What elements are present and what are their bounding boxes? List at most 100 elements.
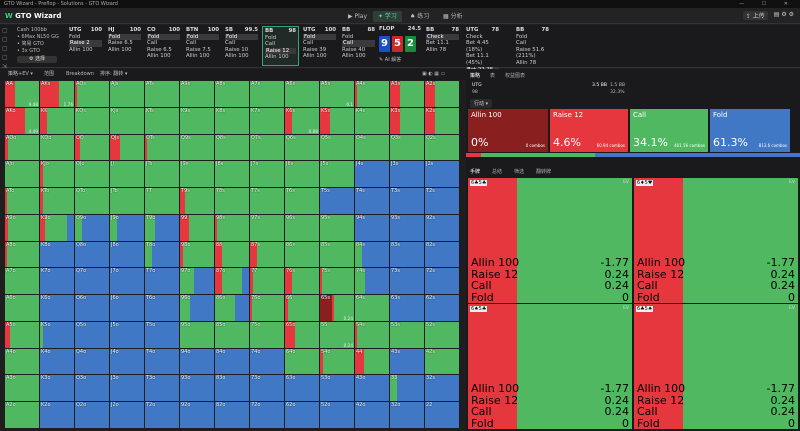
- hand-cell[interactable]: 72s: [425, 268, 460, 296]
- combo-card[interactable]: 6♠5♣ EV Allin 100 -1.77 Raise 12 0.24 Call 0.24…: [468, 304, 632, 429]
- hand-cell[interactable]: AQo: [5, 134, 40, 162]
- hand-cell[interactable]: Q8s: [215, 134, 250, 162]
- action-option[interactable]: Fold: [303, 33, 336, 41]
- hand-cell[interactable]: KTo: [40, 188, 75, 215]
- hand-cell[interactable]: JTo: [110, 188, 145, 215]
- hand-cell[interactable]: 53o: [320, 375, 355, 403]
- hand-cell[interactable]: T5o: [145, 321, 180, 349]
- hand-cell[interactable]: 97s: [250, 214, 285, 242]
- hand-cell[interactable]: 76s: [285, 268, 320, 296]
- action-option[interactable]: Check: [466, 33, 483, 40]
- hand-cell[interactable]: 54s: [355, 321, 390, 349]
- hand-cell[interactable]: 63o: [285, 375, 320, 403]
- hand-cell[interactable]: T6o: [145, 295, 180, 322]
- hand-cell[interactable]: Q9s: [180, 134, 215, 162]
- hand-cell[interactable]: K2o: [40, 402, 75, 429]
- choose-button[interactable]: ⚙ 选择: [17, 56, 57, 63]
- hand-cell[interactable]: A7o: [5, 268, 40, 296]
- hand-cell[interactable]: K8s: [215, 107, 250, 135]
- action-summary-call[interactable]: Call 34.1% 401.56 combos: [630, 109, 708, 152]
- hand-cell[interactable]: KK: [40, 107, 75, 135]
- hand-cell[interactable]: KQs: [75, 107, 110, 135]
- hand-cell[interactable]: A3o: [5, 375, 40, 403]
- hand-cell[interactable]: 64o: [285, 348, 320, 376]
- hand-cell[interactable]: K7s: [250, 107, 285, 135]
- hand-cell[interactable]: T6s: [285, 188, 320, 215]
- hand-cell[interactable]: 85s: [320, 241, 355, 269]
- hand-cell[interactable]: T7s: [250, 188, 285, 215]
- hand-cell[interactable]: 97o: [180, 268, 215, 296]
- action-option[interactable]: Allin 100: [108, 46, 132, 53]
- hand-cell[interactable]: Q6o: [75, 295, 110, 322]
- action-option[interactable]: Fold: [265, 34, 277, 41]
- hand-cell[interactable]: 77: [250, 268, 285, 296]
- hand-cell[interactable]: 83s: [390, 241, 425, 269]
- app-logo[interactable]: W GTO Wizard: [5, 12, 62, 20]
- hand-cell[interactable]: 65s 0.24: [320, 295, 355, 322]
- window-controls[interactable]: — ☐ ✕: [739, 1, 796, 7]
- hand-cell[interactable]: Q6s: [285, 134, 320, 162]
- nav-tab-play[interactable]: ▶ Play: [348, 13, 368, 20]
- hand-cell[interactable]: A8o: [5, 241, 40, 269]
- hand-cell[interactable]: J4o: [110, 348, 145, 376]
- hand-cell[interactable]: T4s: [355, 188, 390, 215]
- hand-cell[interactable]: 43o: [355, 375, 390, 403]
- hand-cell[interactable]: 63s: [390, 295, 425, 322]
- export-icon[interactable]: ⇲: [2, 63, 8, 70]
- hand-cell[interactable]: J8s: [215, 161, 250, 189]
- hand-cell[interactable]: 74s: [355, 268, 390, 296]
- hand-cell[interactable]: K6o: [40, 295, 75, 322]
- hand-cell[interactable]: 76o: [250, 295, 285, 322]
- hand-cell[interactable]: T9o: [145, 214, 180, 242]
- hand-cell[interactable]: J7o: [110, 268, 145, 296]
- hand-cell[interactable]: K7o: [40, 268, 75, 296]
- hand-cell[interactable]: K5o: [40, 321, 75, 349]
- hand-cell[interactable]: 86s: [285, 241, 320, 269]
- action-option[interactable]: Allin 100: [303, 53, 327, 60]
- hand-cell[interactable]: 42s: [425, 348, 460, 376]
- hand-cell[interactable]: K6s 0.88: [285, 107, 320, 135]
- hand-cell[interactable]: A9o: [5, 214, 40, 242]
- tab-breakdown[interactable]: Breakdown: [66, 71, 94, 77]
- hand-cell[interactable]: 43s: [390, 348, 425, 376]
- hand-cell[interactable]: Q3s: [390, 134, 425, 162]
- tab-equity-chart[interactable]: 权益图表: [505, 73, 526, 79]
- hand-cell[interactable]: J2s: [425, 161, 460, 189]
- hand-cell[interactable]: K4o: [40, 348, 75, 376]
- hand-cell[interactable]: T3s: [390, 188, 425, 215]
- hand-cell[interactable]: 92s: [425, 214, 460, 242]
- action-option[interactable]: Bet 4.45 (18%): [466, 40, 489, 53]
- hand-cell[interactable]: A4s: [355, 81, 390, 108]
- hand-cell[interactable]: K8o: [40, 241, 75, 269]
- hand-cell[interactable]: Q9o: [75, 214, 110, 242]
- hand-cell[interactable]: 64s: [355, 295, 390, 322]
- hand-cell[interactable]: K9s: [180, 107, 215, 135]
- hand-cell[interactable]: 93o: [180, 375, 215, 403]
- hand-cell[interactable]: 88: [215, 241, 250, 269]
- hand-cell[interactable]: Q8o: [75, 241, 110, 269]
- action-option[interactable]: Bet 11.1 (45%): [466, 53, 489, 66]
- hand-cell[interactable]: 53s: [390, 321, 425, 349]
- hand-cell[interactable]: T8o: [145, 241, 180, 269]
- hand-cell[interactable]: QJs: [110, 134, 145, 162]
- position-node-bb[interactable]: BB 78 Check Bet 11.1 Allin 78: [424, 26, 461, 66]
- combo-card[interactable]: 6♦5♥ EV Allin 100 -1.77 Raise 12 0.24 Call 0.24…: [634, 178, 798, 303]
- hand-cell[interactable]: Q4s: [355, 134, 390, 162]
- hand-cell[interactable]: 94s: [355, 214, 390, 242]
- hand-cell[interactable]: J3o: [110, 375, 145, 403]
- hand-cell[interactable]: Q3o: [75, 375, 110, 403]
- hand-cell[interactable]: T8s: [215, 188, 250, 215]
- hand-cell[interactable]: 22: [425, 402, 460, 429]
- hand-cell[interactable]: A3s: [390, 81, 425, 108]
- action-option[interactable]: Allin 100: [342, 53, 366, 60]
- hand-cell[interactable]: 54o: [320, 348, 355, 376]
- sort-select[interactable]: 排序: 翻转 ▾: [100, 71, 128, 77]
- hand-cell[interactable]: 93s: [390, 214, 425, 242]
- hand-cell[interactable]: 32s: [425, 375, 460, 403]
- action-option[interactable]: Call: [186, 40, 197, 47]
- hand-cell[interactable]: A6s: [285, 81, 320, 108]
- hand-cell[interactable]: K4s: [355, 107, 390, 135]
- hand-cell[interactable]: JTs: [145, 161, 180, 189]
- hand-cell[interactable]: KQo: [40, 134, 75, 162]
